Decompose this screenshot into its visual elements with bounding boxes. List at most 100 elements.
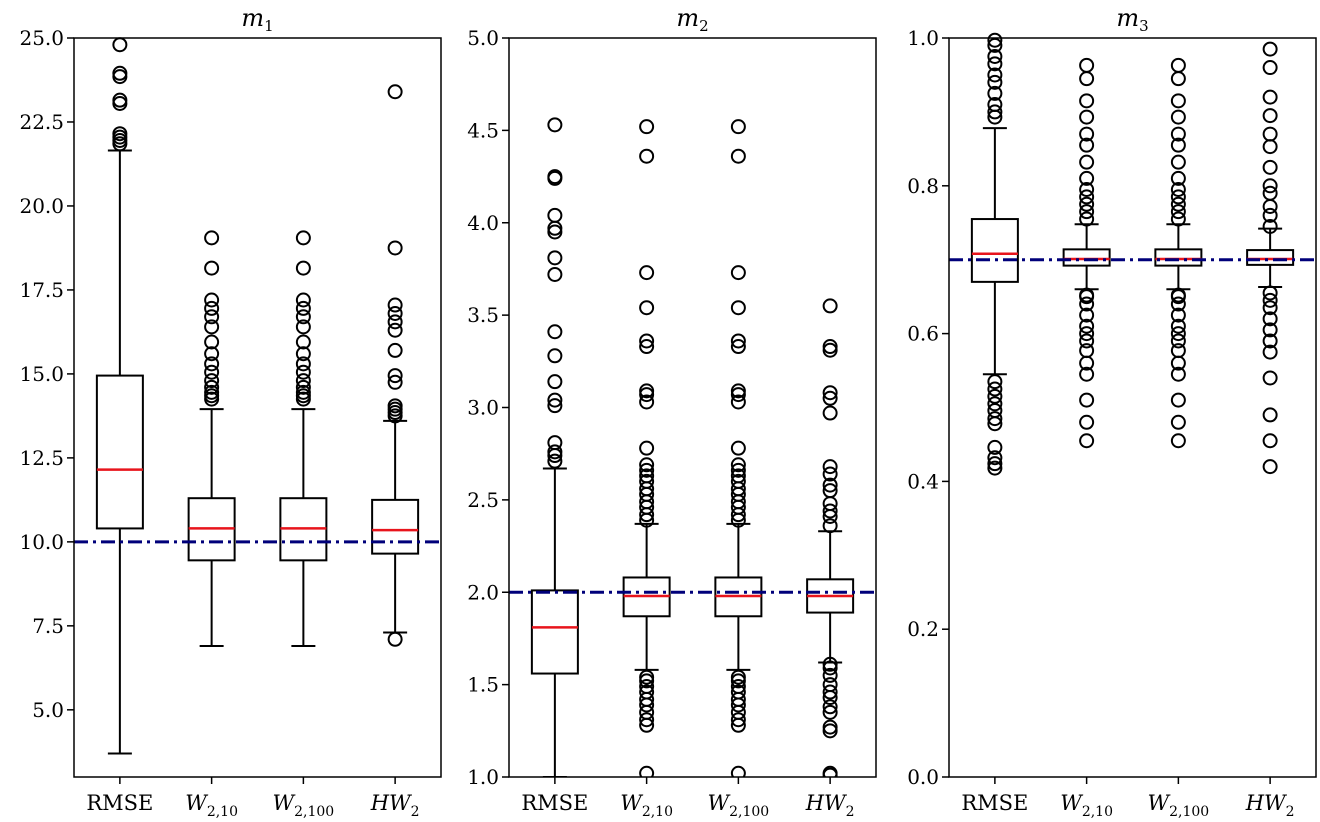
flier-point [822, 667, 838, 683]
ytick-label: 0.2 [907, 617, 939, 641]
xtick-label: W2,100 [708, 791, 770, 820]
ytick-label: 22.5 [19, 110, 64, 134]
flier-point [1262, 41, 1278, 57]
flier-point [1079, 181, 1095, 197]
xtick-label: HW2 [1245, 791, 1295, 820]
box-4 [1246, 41, 1295, 475]
xtick-label: W2,10 [185, 791, 238, 820]
flier-point [987, 104, 1003, 120]
flier-point [204, 292, 220, 308]
flier-point [822, 699, 838, 715]
flier-point [204, 309, 220, 325]
flier-point [987, 374, 1003, 390]
flier-point [387, 631, 403, 647]
plot-area [95, 37, 420, 755]
xtick-label: W2,10 [620, 791, 673, 820]
flier-point [1170, 57, 1186, 73]
flier-point [204, 334, 220, 350]
flier-point [639, 333, 655, 349]
flier-point [822, 704, 838, 720]
flier-point [1079, 109, 1095, 125]
flier-point [822, 656, 838, 672]
flier-point [295, 260, 311, 276]
flier-point [822, 385, 838, 401]
panel-title: m1 [241, 4, 273, 35]
flier-point [987, 450, 1003, 466]
flier-point [730, 300, 746, 316]
flier-point [387, 368, 403, 384]
flier-point [1079, 211, 1095, 227]
flier-point [639, 394, 655, 410]
flier-point [1079, 318, 1095, 334]
flier-point [387, 342, 403, 358]
flier-point [1170, 343, 1186, 359]
flier-point [1262, 333, 1278, 349]
flier-point [987, 388, 1003, 404]
panel-1: 5.0 7.5 10.0 12.5 15.0 17.5 20.0 22.5 25.0 RMSE W2… [19, 4, 442, 820]
flier-point [639, 119, 655, 135]
flier-point [1262, 292, 1278, 308]
flier-point [1170, 189, 1186, 205]
flier-point [987, 48, 1003, 64]
box-1 [970, 32, 1019, 476]
flier-point [112, 65, 128, 81]
flier-point [1079, 296, 1095, 312]
ytick-label: 10.0 [19, 530, 64, 554]
flier-point [547, 435, 563, 451]
flier-point [547, 169, 563, 185]
flier-point [387, 398, 403, 414]
flier-point [822, 483, 838, 499]
ytick-label: 5.0 [32, 698, 64, 722]
ytick-label: 12.5 [19, 446, 64, 470]
panel-title: m3 [1116, 4, 1148, 35]
flier-point [1170, 392, 1186, 408]
flier-point [1262, 311, 1278, 327]
flier-point [204, 356, 220, 372]
flier-point [987, 456, 1003, 472]
flier-point [204, 379, 220, 395]
iqr-box [1246, 249, 1295, 266]
flier-point [822, 765, 838, 777]
box-3 [279, 230, 328, 647]
flier-point [822, 503, 838, 519]
ytick-label: 2.0 [467, 580, 499, 604]
flier-point [547, 207, 563, 223]
flier-point [1262, 89, 1278, 105]
flier-point [730, 678, 746, 694]
flier-point [112, 92, 128, 108]
flier-point [822, 719, 838, 735]
flier-point [112, 126, 128, 142]
flier-point [1079, 71, 1095, 87]
flier-point [639, 265, 655, 281]
flier-point [1170, 366, 1186, 382]
flier-point [1079, 366, 1095, 382]
flier-point [822, 684, 838, 700]
flier-point [730, 339, 746, 355]
flier-point [1262, 126, 1278, 142]
ytick-label: 3.5 [467, 303, 499, 327]
flier-point [1079, 433, 1095, 449]
ytick-label: 0.6 [907, 322, 939, 346]
flier-point [1262, 185, 1278, 201]
flier-point [204, 230, 220, 246]
flier-point [547, 250, 563, 266]
flier-point [1079, 189, 1095, 205]
flier-point [295, 346, 311, 362]
iqr-box [530, 589, 579, 675]
iqr-box [1154, 248, 1203, 267]
flier-point [730, 119, 746, 135]
flier-point [1079, 170, 1095, 186]
box-4 [806, 298, 855, 777]
flier-point [1079, 333, 1095, 349]
flier-point [987, 97, 1003, 113]
flier-point [1079, 307, 1095, 323]
box-1 [530, 117, 579, 777]
flier-point [387, 297, 403, 313]
flier-point [204, 384, 220, 400]
flier-point [1170, 307, 1186, 323]
flier-point [1079, 154, 1095, 170]
flier-point [1079, 326, 1095, 342]
flier-point [1170, 318, 1186, 334]
flier-point [1262, 459, 1278, 475]
